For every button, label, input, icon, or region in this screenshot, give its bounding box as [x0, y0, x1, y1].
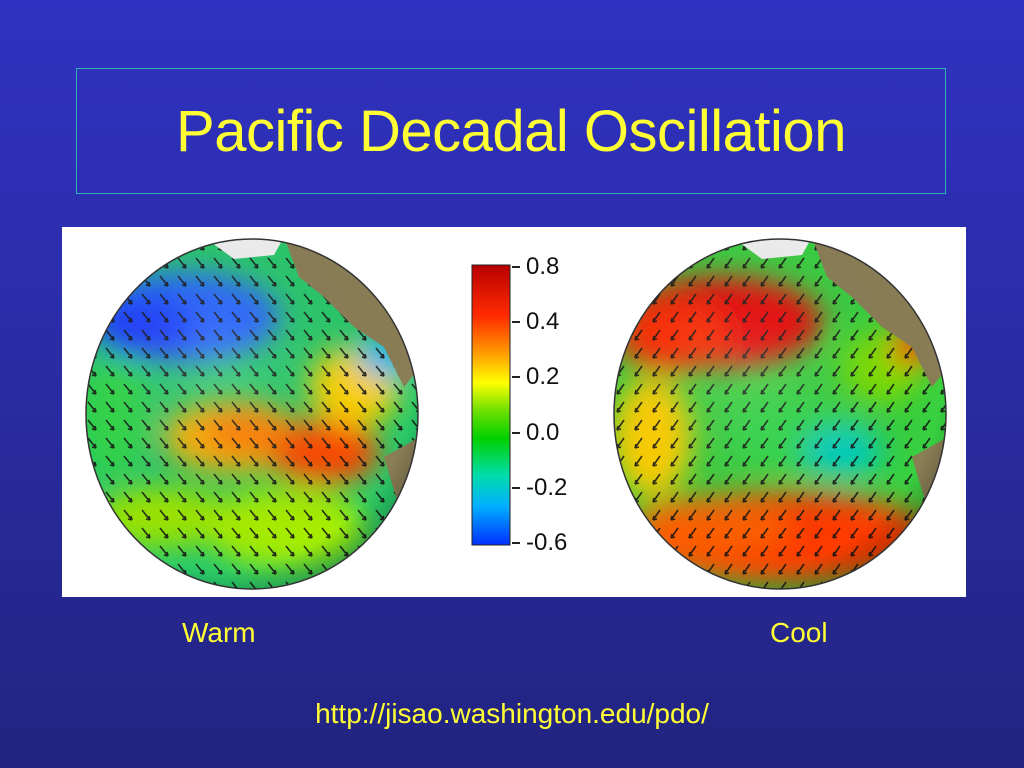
- colorbar-tick: [512, 432, 520, 434]
- warm-phase-globe-map: [84, 237, 420, 591]
- colorbar-tick: [512, 376, 520, 378]
- colorbar-tick-label: 0.4: [526, 310, 559, 334]
- colorbar: [470, 263, 514, 547]
- colorbar-tick-label: 0.2: [526, 365, 559, 389]
- colorbar-tick-label: -0.2: [526, 476, 567, 500]
- title-box: Pacific Decadal Oscillation: [76, 68, 946, 194]
- slide-title: Pacific Decadal Oscillation: [176, 98, 846, 165]
- colorbar-tick: [512, 542, 520, 544]
- source-url-link[interactable]: http://jisao.washington.edu/pdo/: [0, 698, 1024, 730]
- caption-cool: Cool: [770, 617, 828, 649]
- colorbar-tick-label: 0.8: [526, 255, 559, 279]
- pdo-figure: 0.8 0.4 0.2 0.0 -0.2 -0.6: [62, 227, 966, 597]
- colorbar-tick: [512, 321, 520, 323]
- caption-warm: Warm: [182, 617, 256, 649]
- cool-phase-globe-map: [612, 237, 948, 591]
- colorbar-tick-label: -0.6: [526, 531, 567, 555]
- colorbar-tick-label: 0.0: [526, 421, 559, 445]
- colorbar-tick: [512, 487, 520, 489]
- colorbar-tick: [512, 266, 520, 268]
